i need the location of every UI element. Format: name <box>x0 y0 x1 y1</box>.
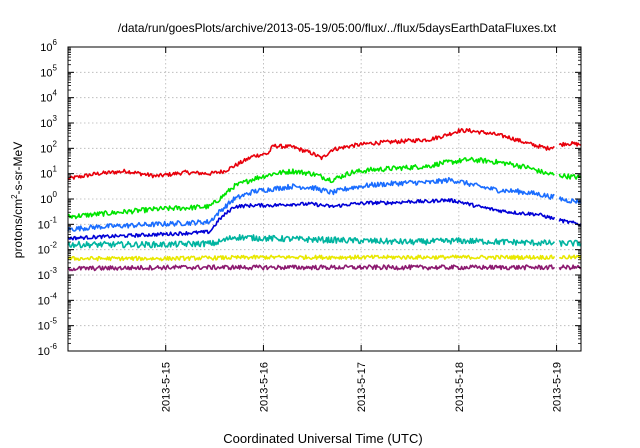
x-tick-label: 2013-5-17 <box>356 362 368 412</box>
y-tick-label: 10-2 <box>38 241 58 257</box>
series-line-1 <box>558 141 582 148</box>
chart-title: /data/run/goesPlots/archive/2013-05-19/0… <box>118 21 557 35</box>
series-line-6 <box>558 254 582 260</box>
x-tick-label: 2013-5-15 <box>161 362 173 412</box>
series-line-5 <box>558 239 582 247</box>
series-line-3 <box>558 196 582 204</box>
x-tick-label: 2013-5-19 <box>552 362 564 412</box>
y-tick-label: 10-3 <box>38 266 58 282</box>
series-line-4 <box>67 198 556 241</box>
axes: 10-6 10-5 10-4 10-3 10-2 10-1 100 101 102 103 104 1… <box>38 38 582 412</box>
y-tick-label: 106 <box>40 38 57 54</box>
series-line-1 <box>67 128 555 181</box>
y-axis-label-main: protons/cm <box>11 199 25 258</box>
series-line-7 <box>558 264 582 271</box>
x-axis-label: Coordinated Universal Time (UTC) <box>223 431 422 446</box>
y-tick-label: 104 <box>40 89 57 105</box>
x-tick-label: 2013-5-18 <box>454 362 466 412</box>
y-tick-label: 10-6 <box>38 342 58 358</box>
y-tick-label: 10-5 <box>38 317 58 333</box>
y-axis-label: protons/cm2-s-sr-MeV <box>10 142 25 258</box>
x-tick-label: 2013-5-16 <box>258 362 270 412</box>
grid <box>68 47 581 351</box>
y-tick-label: 10-4 <box>38 291 58 307</box>
series-line-4 <box>558 218 582 227</box>
y-tick-label: 102 <box>40 139 57 155</box>
series-line-7 <box>67 264 556 272</box>
plot-frame <box>67 46 582 352</box>
y-tick-label: 10-1 <box>38 215 58 231</box>
series-line-2 <box>67 156 555 220</box>
series-lines <box>67 128 582 272</box>
series-line-3 <box>67 177 555 232</box>
y-tick-label: 100 <box>40 190 57 206</box>
y-axis-label-rest: -s-sr-MeV <box>11 142 25 195</box>
y-tick-label: 103 <box>40 114 57 130</box>
series-line-2 <box>558 173 582 180</box>
series-line-5 <box>67 234 556 249</box>
y-axis-label-sup: 2 <box>10 194 19 199</box>
y-tick-label: 101 <box>40 165 57 181</box>
y-tick-label: 105 <box>40 63 57 79</box>
series-line-6 <box>67 254 556 262</box>
